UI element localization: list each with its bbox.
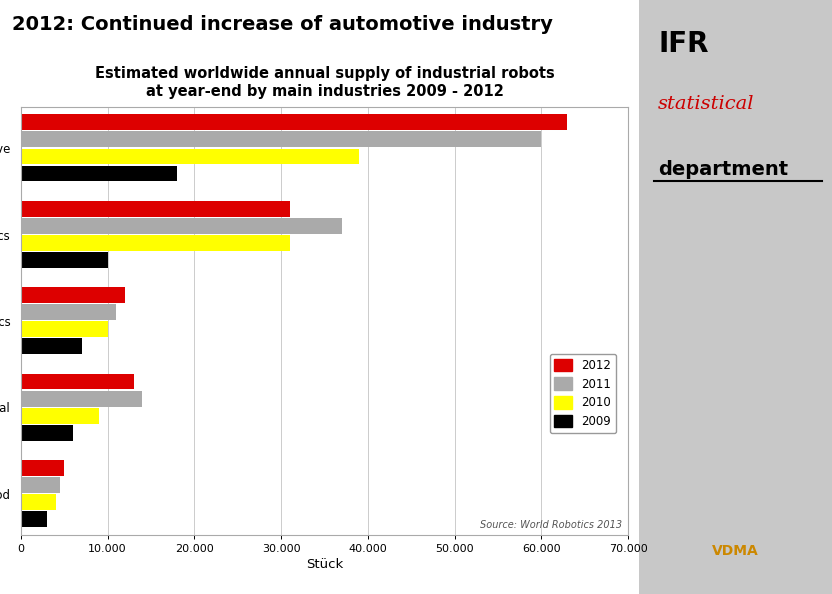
Bar [21,115,567,130]
Bar [21,374,134,390]
Text: statistical: statistical [658,95,755,113]
Bar [21,407,99,424]
Bar [21,252,107,268]
Bar [21,304,116,320]
Bar [21,235,290,251]
Bar [21,339,82,355]
Bar [21,287,125,303]
Text: 2012: Continued increase of automotive industry: 2012: Continued increase of automotive i… [12,15,553,34]
Text: department: department [658,160,789,179]
X-axis label: Stück: Stück [306,558,343,571]
Legend: 2012, 2011, 2010, 2009: 2012, 2011, 2010, 2009 [550,354,617,433]
Bar [21,321,107,337]
Bar [21,391,142,406]
Bar [21,218,342,234]
Bar [21,494,56,510]
Text: VDMA: VDMA [712,544,759,558]
Bar [21,425,73,441]
Bar [21,511,47,527]
Bar [21,131,542,147]
Bar [21,148,359,165]
Bar [21,166,177,182]
Title: Estimated worldwide annual supply of industrial robots
at year-end by main indus: Estimated worldwide annual supply of ind… [95,67,554,99]
Text: Source: World Robotics 2013: Source: World Robotics 2013 [480,520,622,530]
Bar [21,201,290,217]
Bar [21,477,60,493]
Text: IFR: IFR [658,30,709,58]
Bar [21,460,64,476]
